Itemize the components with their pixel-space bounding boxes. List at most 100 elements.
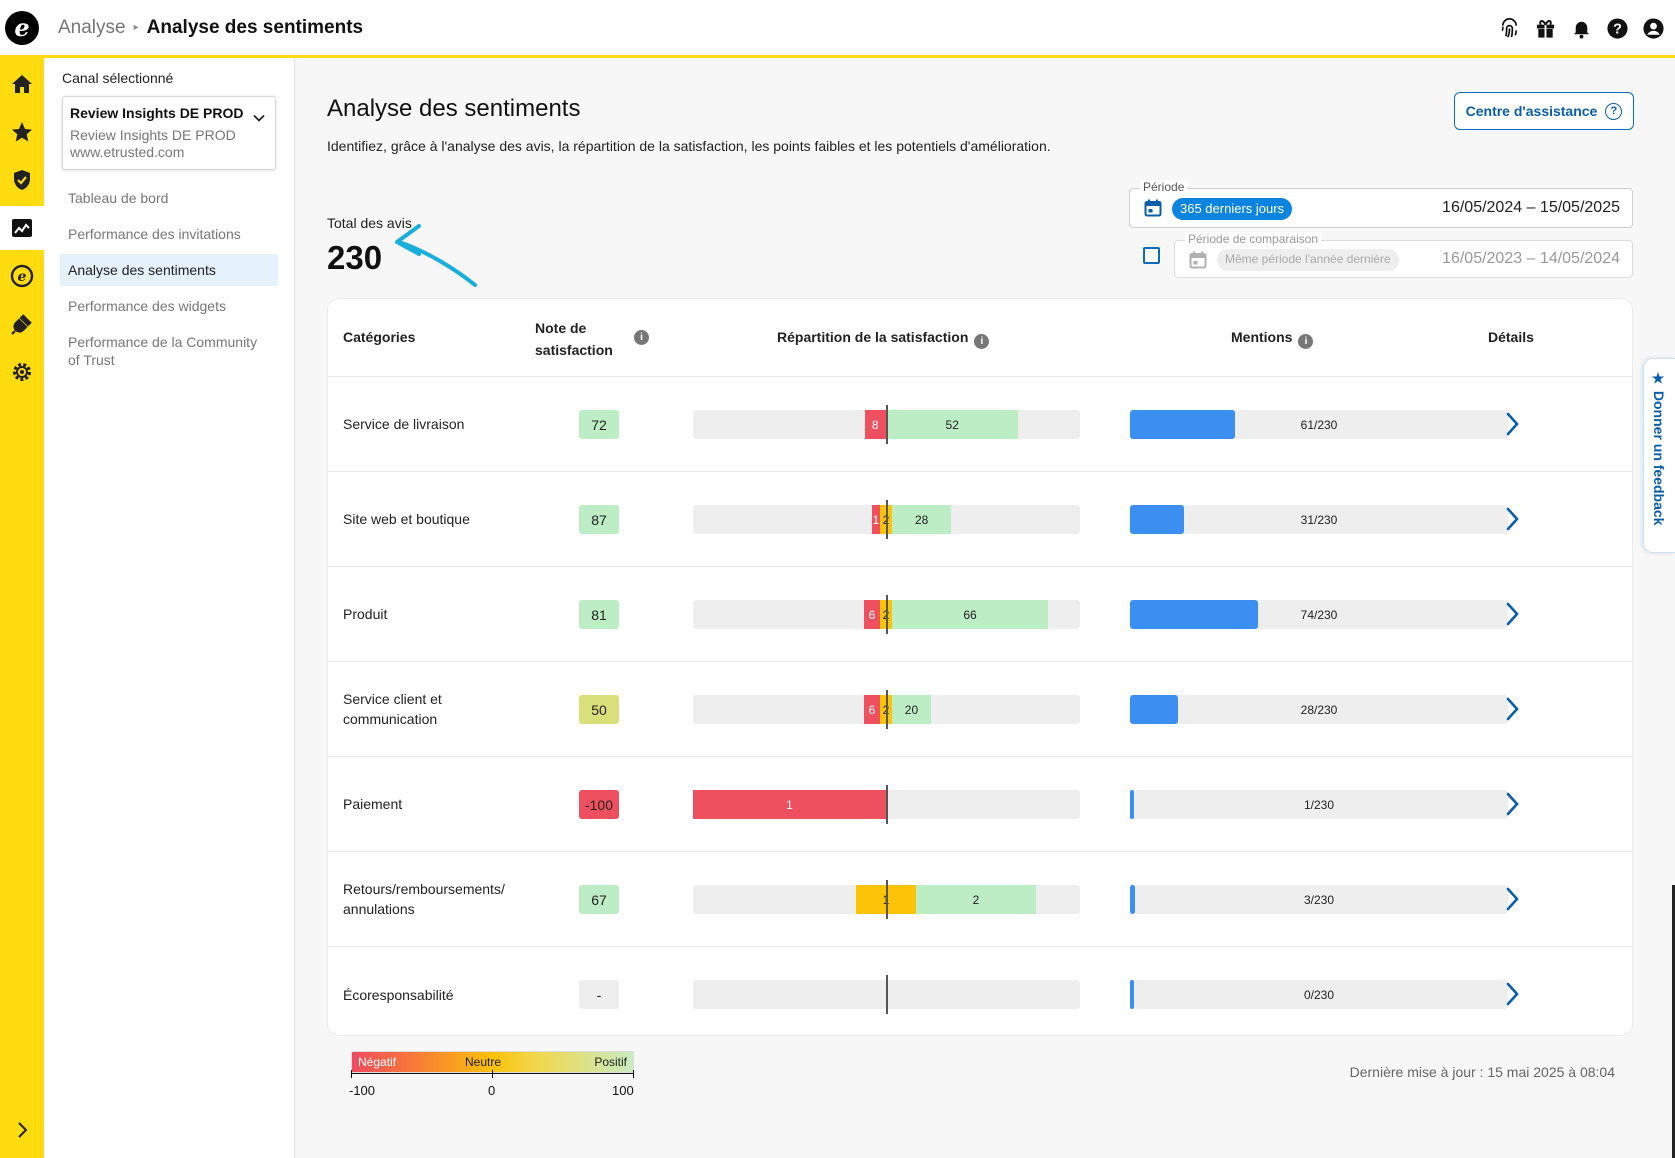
category-name: Service de livraison xyxy=(343,416,465,432)
chevron-right-icon[interactable] xyxy=(1504,885,1522,913)
info-icon[interactable]: i xyxy=(1298,334,1314,349)
etrusted-logo[interactable]: e xyxy=(5,10,39,45)
distribution-midline xyxy=(886,785,888,824)
chevron-right-icon[interactable] xyxy=(1504,505,1522,533)
gift-icon[interactable] xyxy=(1534,17,1557,40)
breadcrumb-separator-icon: ▸ xyxy=(133,22,139,33)
scale-negative-label: Négatif xyxy=(358,1055,397,1069)
mentions-bar[interactable]: 1/230 xyxy=(1130,790,1508,819)
sidebar-item-community-of-trust[interactable]: Performance de la Community of Trust xyxy=(68,334,258,368)
bell-icon[interactable] xyxy=(1570,17,1593,40)
col-score-line2: satisfaction xyxy=(535,342,613,358)
sidebar-item-tableau-de-bord[interactable]: Tableau de bord xyxy=(68,190,169,206)
info-icon[interactable]: i xyxy=(974,334,990,349)
satisfaction-score: 67 xyxy=(579,885,619,914)
mentions-bar[interactable]: 0/230 xyxy=(1130,980,1508,1009)
satisfaction-distribution-bar[interactable]: 12 xyxy=(693,880,1080,919)
expand-chevron-icon[interactable] xyxy=(0,1108,44,1152)
channel-selector[interactable]: Review Insights DE PROD Review Insights … xyxy=(62,96,276,170)
mentions-bar[interactable]: 74/230 xyxy=(1130,600,1508,629)
gear-icon[interactable] xyxy=(0,350,44,394)
satisfaction-distribution-bar[interactable]: 1 xyxy=(693,785,1080,824)
satisfaction-distribution-bar[interactable]: 2666 xyxy=(693,595,1080,634)
home-icon[interactable] xyxy=(0,62,44,106)
compare-checkbox[interactable] xyxy=(1143,247,1160,264)
scale-mid-label: 0 xyxy=(488,1083,496,1098)
table-row[interactable]: Produit81266674/230 xyxy=(328,567,1632,662)
chevron-right-icon[interactable] xyxy=(1504,980,1522,1008)
distribution-segment-negative: 1 xyxy=(872,505,880,534)
mentions-fill xyxy=(1130,885,1136,914)
plug-icon[interactable] xyxy=(0,302,44,346)
mentions-bar[interactable]: 3/230 xyxy=(1130,885,1508,914)
scale-min-label: -100 xyxy=(349,1083,376,1098)
mentions-bar[interactable]: 28/230 xyxy=(1130,695,1508,724)
etrusted-e-icon[interactable]: e xyxy=(0,254,44,298)
channel-sub-name: Review Insights DE PROD xyxy=(70,127,236,143)
col-details: Détails xyxy=(1488,329,1534,345)
satisfaction-distribution-bar[interactable] xyxy=(693,975,1080,1014)
distribution-segment-positive: 2 xyxy=(916,885,1036,914)
scrollbar[interactable] xyxy=(1672,885,1675,1158)
mentions-fill xyxy=(1130,790,1134,819)
breadcrumb-current: Analyse des sentiments xyxy=(146,16,364,38)
mentions-count: 0/230 xyxy=(1303,987,1335,1002)
period-selector[interactable]: Période 365 derniers jours 16/05/2024 – … xyxy=(1129,180,1633,228)
channel-name: Review Insights DE PROD xyxy=(70,105,244,121)
chevron-down-icon xyxy=(253,114,265,122)
col-score-line1: Note de xyxy=(535,320,587,336)
feedback-label: ★ Donner un feedback xyxy=(1651,371,1667,526)
mentions-bar[interactable]: 31/230 xyxy=(1130,505,1508,534)
chevron-right-icon[interactable] xyxy=(1504,410,1522,438)
satisfaction-distribution-bar[interactable]: 2620 xyxy=(693,690,1080,729)
main-nav-rail: e xyxy=(0,58,44,1158)
feedback-tab[interactable]: ★ Donner un feedback xyxy=(1643,358,1675,553)
satisfaction-distribution-bar[interactable]: 8 52 xyxy=(693,405,1080,444)
analytics-icon[interactable] xyxy=(0,206,44,250)
chevron-right-icon[interactable] xyxy=(1504,790,1522,818)
channel-label: Canal sélectionné xyxy=(62,70,174,86)
period-preset-pill[interactable]: 365 derniers jours xyxy=(1172,198,1293,220)
distribution-segment-negative: 6 xyxy=(863,600,880,629)
total-reviews-label: Total des avis xyxy=(327,215,412,231)
col-mentions-label: Mentions xyxy=(1231,329,1293,345)
table-row[interactable]: Service de livraison 72 8 52 61/230 xyxy=(328,377,1632,472)
category-name: Service client et communication xyxy=(343,691,442,727)
info-icon[interactable]: i xyxy=(634,330,649,345)
sidebar-item-performance-invitations[interactable]: Performance des invitations xyxy=(68,226,241,242)
chevron-right-icon[interactable] xyxy=(1504,600,1522,628)
sidebar-item-performance-widgets[interactable]: Performance des widgets xyxy=(68,298,226,314)
help-center-button[interactable]: Centre d'assistance ? xyxy=(1454,92,1634,130)
table-row[interactable]: Service client et communication50262028/… xyxy=(328,662,1632,757)
sidebar-nav: Tableau de bord Performance des invitati… xyxy=(60,182,278,380)
table-row[interactable]: Site web et boutique87212831/230 xyxy=(328,472,1632,567)
fingerprint-icon[interactable] xyxy=(1498,17,1521,40)
table-row[interactable]: Paiement -100 1 1/230 xyxy=(328,757,1632,852)
sidebar-item-analyse-sentiments[interactable]: Analyse des sentiments xyxy=(60,254,278,286)
table-row[interactable]: Retours/remboursements/ annulations 67 12 3… xyxy=(328,852,1632,947)
distribution-midline xyxy=(886,880,888,919)
mentions-count: 31/230 xyxy=(1300,512,1338,527)
comparison-period-selector[interactable]: Période de comparaison Même période l'an… xyxy=(1174,232,1633,278)
chevron-right-icon[interactable] xyxy=(1504,695,1522,723)
mentions-bar[interactable]: 61/230 xyxy=(1130,410,1508,439)
question-circle-icon: ? xyxy=(1605,102,1623,120)
satisfaction-distribution-bar[interactable]: 2128 xyxy=(693,500,1080,539)
distribution-segment-negative: 8 xyxy=(864,410,886,439)
mentions-count: 61/230 xyxy=(1300,417,1338,432)
annotation-arrow-icon xyxy=(395,224,477,287)
distribution-midline xyxy=(886,690,888,729)
help-icon[interactable]: ? xyxy=(1606,17,1629,40)
comparison-dates: 16/05/2023 – 14/05/2024 xyxy=(1442,250,1620,267)
table-row[interactable]: Écoresponsabilité - 0/230 xyxy=(328,947,1632,1042)
shield-check-icon[interactable] xyxy=(0,158,44,202)
satisfaction-score: - xyxy=(579,980,619,1009)
distribution-midline xyxy=(886,500,888,539)
mentions-count: 3/230 xyxy=(1303,892,1335,907)
satisfaction-score: -100 xyxy=(579,790,619,819)
breadcrumb-parent[interactable]: Analyse xyxy=(58,16,126,38)
mentions-fill xyxy=(1130,980,1134,1009)
col-satisfaction-score: Note de satisfaction xyxy=(535,317,613,361)
star-icon[interactable] xyxy=(0,110,44,154)
account-icon[interactable] xyxy=(1642,17,1665,40)
